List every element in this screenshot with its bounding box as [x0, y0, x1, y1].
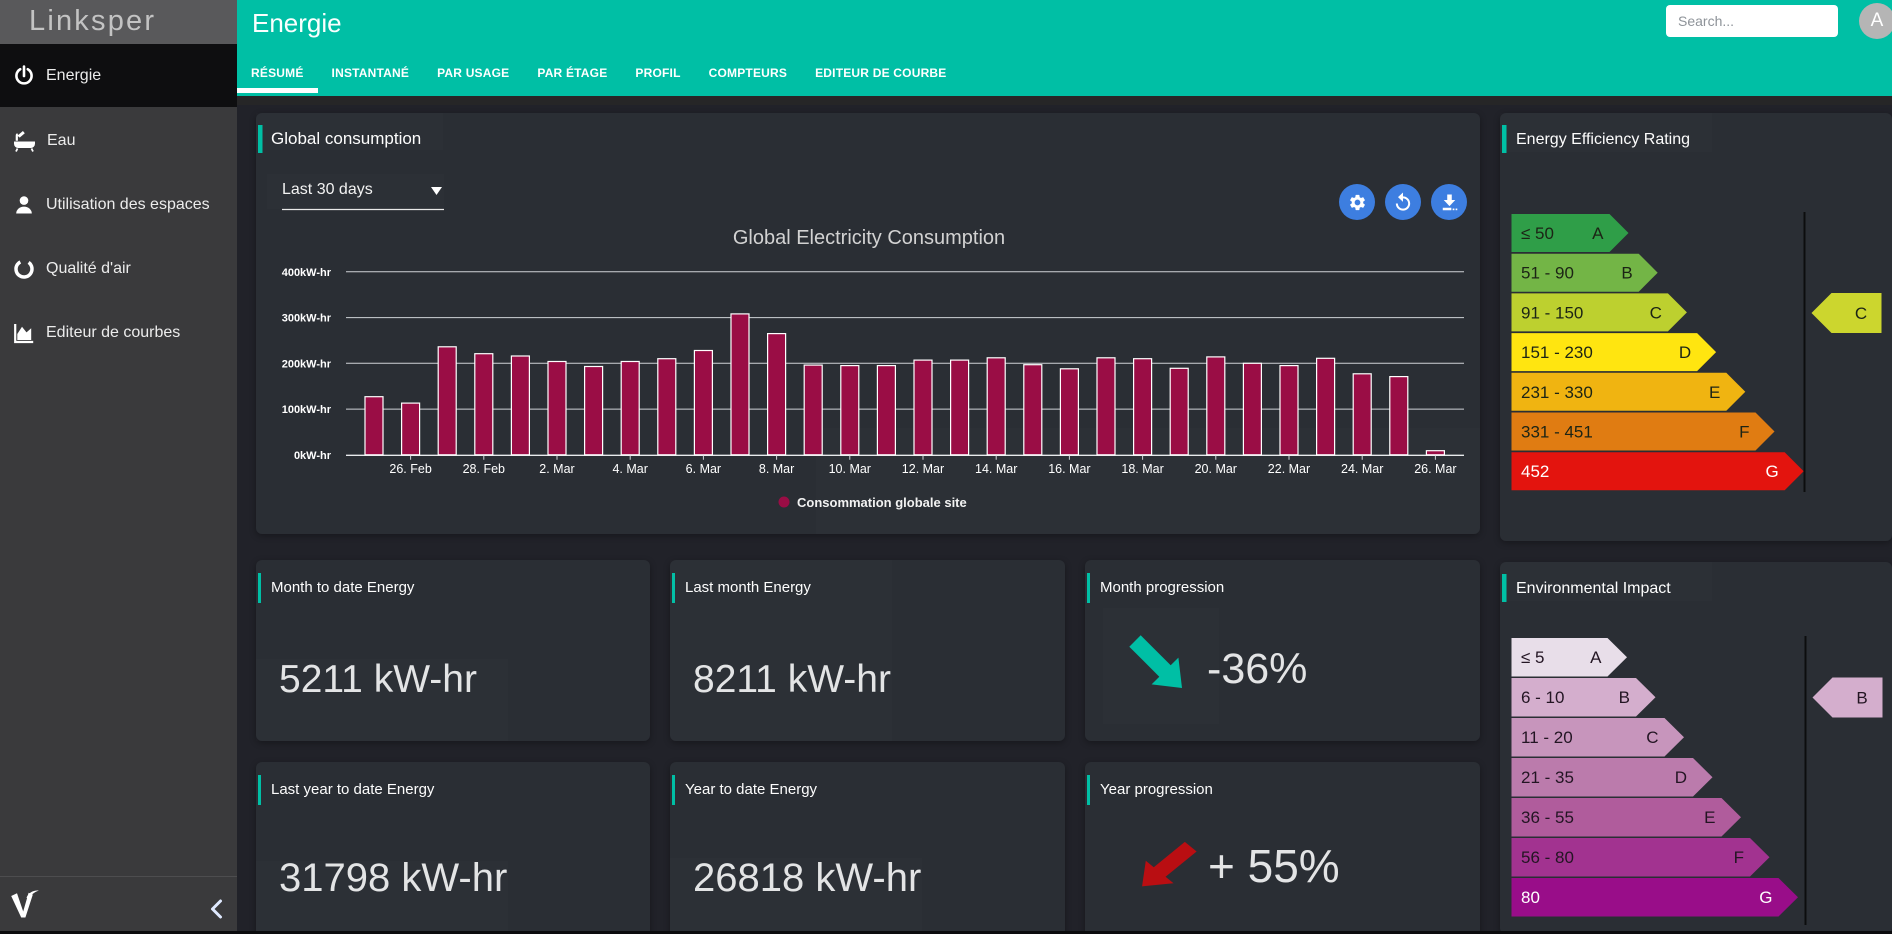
- svg-text:12. Mar: 12. Mar: [902, 462, 944, 476]
- svg-text:≤ 5: ≤ 5: [1521, 648, 1545, 667]
- svg-text:A: A: [1590, 648, 1602, 667]
- svg-text:400kW-hr: 400kW-hr: [282, 267, 332, 279]
- svg-text:C: C: [1650, 303, 1662, 322]
- svg-text:Environmental Impact: Environmental Impact: [1516, 580, 1671, 597]
- svg-text:B: B: [1621, 264, 1632, 283]
- svg-text:10. Mar: 10. Mar: [829, 462, 871, 476]
- svg-text:A: A: [1592, 224, 1604, 243]
- svg-text:C: C: [1855, 304, 1867, 323]
- svg-text:28. Feb: 28. Feb: [463, 462, 505, 476]
- svg-text:Global consumption: Global consumption: [271, 129, 421, 148]
- svg-text:16. Mar: 16. Mar: [1048, 462, 1090, 476]
- svg-text:80: 80: [1521, 888, 1540, 907]
- svg-text:100kW-hr: 100kW-hr: [282, 404, 332, 416]
- svg-text:91 - 150: 91 - 150: [1521, 303, 1583, 322]
- svg-text:24. Mar: 24. Mar: [1341, 462, 1383, 476]
- svg-text:Global Electricity Consumption: Global Electricity Consumption: [733, 227, 1005, 249]
- svg-text:6 - 10: 6 - 10: [1521, 688, 1564, 707]
- svg-text:E: E: [1709, 383, 1720, 402]
- svg-text:20. Mar: 20. Mar: [1195, 462, 1237, 476]
- svg-text:2. Mar: 2. Mar: [539, 462, 574, 476]
- svg-text:36 - 55: 36 - 55: [1521, 808, 1574, 827]
- svg-text:0kW-hr: 0kW-hr: [294, 450, 332, 462]
- svg-text:F: F: [1734, 848, 1744, 867]
- svg-text:300kW-hr: 300kW-hr: [282, 313, 332, 325]
- svg-text:11 - 20: 11 - 20: [1521, 728, 1573, 747]
- svg-text:Last 30 days: Last 30 days: [282, 181, 373, 198]
- svg-text:G: G: [1765, 462, 1778, 481]
- svg-text:F: F: [1739, 423, 1749, 442]
- svg-text:≤ 50: ≤ 50: [1521, 224, 1554, 243]
- svg-text:Energy Efficiency Rating: Energy Efficiency Rating: [1516, 131, 1690, 148]
- svg-text:4. Mar: 4. Mar: [612, 462, 647, 476]
- svg-text:452: 452: [1521, 462, 1549, 481]
- svg-text:8. Mar: 8. Mar: [759, 462, 794, 476]
- svg-text:151 - 230: 151 - 230: [1521, 343, 1593, 362]
- svg-text:Consommation globale site: Consommation globale site: [797, 495, 967, 510]
- svg-text:51 - 90: 51 - 90: [1521, 264, 1574, 283]
- svg-text:56 - 80: 56 - 80: [1521, 848, 1574, 867]
- svg-text:6. Mar: 6. Mar: [686, 462, 721, 476]
- svg-text:B: B: [1856, 689, 1867, 708]
- svg-text:B: B: [1619, 688, 1630, 707]
- svg-text:18. Mar: 18. Mar: [1121, 462, 1163, 476]
- svg-text:26. Feb: 26. Feb: [389, 462, 431, 476]
- svg-text:D: D: [1675, 768, 1687, 787]
- svg-text:331 - 451: 331 - 451: [1521, 423, 1593, 442]
- svg-text:26. Mar: 26. Mar: [1414, 462, 1456, 476]
- svg-text:231 - 330: 231 - 330: [1521, 383, 1593, 402]
- svg-text:E: E: [1704, 808, 1715, 827]
- svg-text:D: D: [1679, 343, 1691, 362]
- svg-text:14. Mar: 14. Mar: [975, 462, 1017, 476]
- svg-text:C: C: [1646, 728, 1658, 747]
- svg-text:G: G: [1759, 888, 1772, 907]
- svg-text:21 - 35: 21 - 35: [1521, 768, 1574, 787]
- svg-text:200kW-hr: 200kW-hr: [282, 358, 332, 370]
- svg-text:22. Mar: 22. Mar: [1268, 462, 1310, 476]
